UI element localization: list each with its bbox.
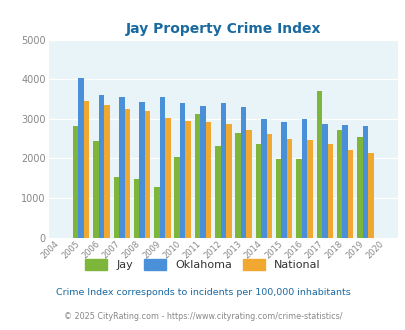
Bar	[154, 187, 159, 238]
Bar	[159, 97, 165, 238]
Bar	[124, 109, 130, 238]
Bar	[93, 141, 98, 238]
Bar	[321, 124, 327, 238]
Bar	[179, 103, 185, 238]
Bar	[220, 103, 226, 238]
Bar	[246, 130, 251, 238]
Bar	[347, 150, 352, 238]
Bar	[139, 102, 145, 238]
Bar	[266, 134, 271, 238]
Title: Jay Property Crime Index: Jay Property Crime Index	[125, 22, 320, 36]
Bar	[281, 122, 286, 238]
Bar	[165, 117, 170, 238]
Bar	[84, 101, 89, 238]
Bar	[327, 144, 332, 238]
Bar	[78, 78, 84, 238]
Bar	[174, 157, 179, 238]
Bar	[367, 153, 373, 238]
Bar	[240, 107, 246, 238]
Bar	[226, 123, 231, 238]
Bar	[73, 125, 78, 238]
Bar	[341, 125, 347, 238]
Bar	[98, 95, 104, 238]
Bar	[260, 119, 266, 238]
Bar	[215, 146, 220, 238]
Bar	[200, 106, 205, 238]
Bar	[275, 159, 281, 238]
Bar	[185, 121, 190, 238]
Bar	[307, 140, 312, 238]
Bar	[296, 159, 301, 238]
Bar	[336, 130, 341, 238]
Bar	[145, 111, 150, 238]
Bar	[194, 114, 200, 238]
Bar	[286, 139, 292, 238]
Text: Crime Index corresponds to incidents per 100,000 inhabitants: Crime Index corresponds to incidents per…	[55, 287, 350, 297]
Bar	[316, 91, 321, 238]
Bar	[356, 137, 362, 238]
Bar	[104, 105, 109, 238]
Bar	[205, 122, 211, 238]
Legend: Jay, Oklahoma, National: Jay, Oklahoma, National	[81, 255, 324, 275]
Bar	[134, 179, 139, 238]
Bar	[119, 97, 124, 238]
Text: © 2025 CityRating.com - https://www.cityrating.com/crime-statistics/: © 2025 CityRating.com - https://www.city…	[64, 312, 341, 321]
Bar	[255, 144, 260, 238]
Bar	[113, 178, 119, 238]
Bar	[362, 125, 367, 238]
Bar	[235, 133, 240, 238]
Bar	[301, 119, 307, 238]
